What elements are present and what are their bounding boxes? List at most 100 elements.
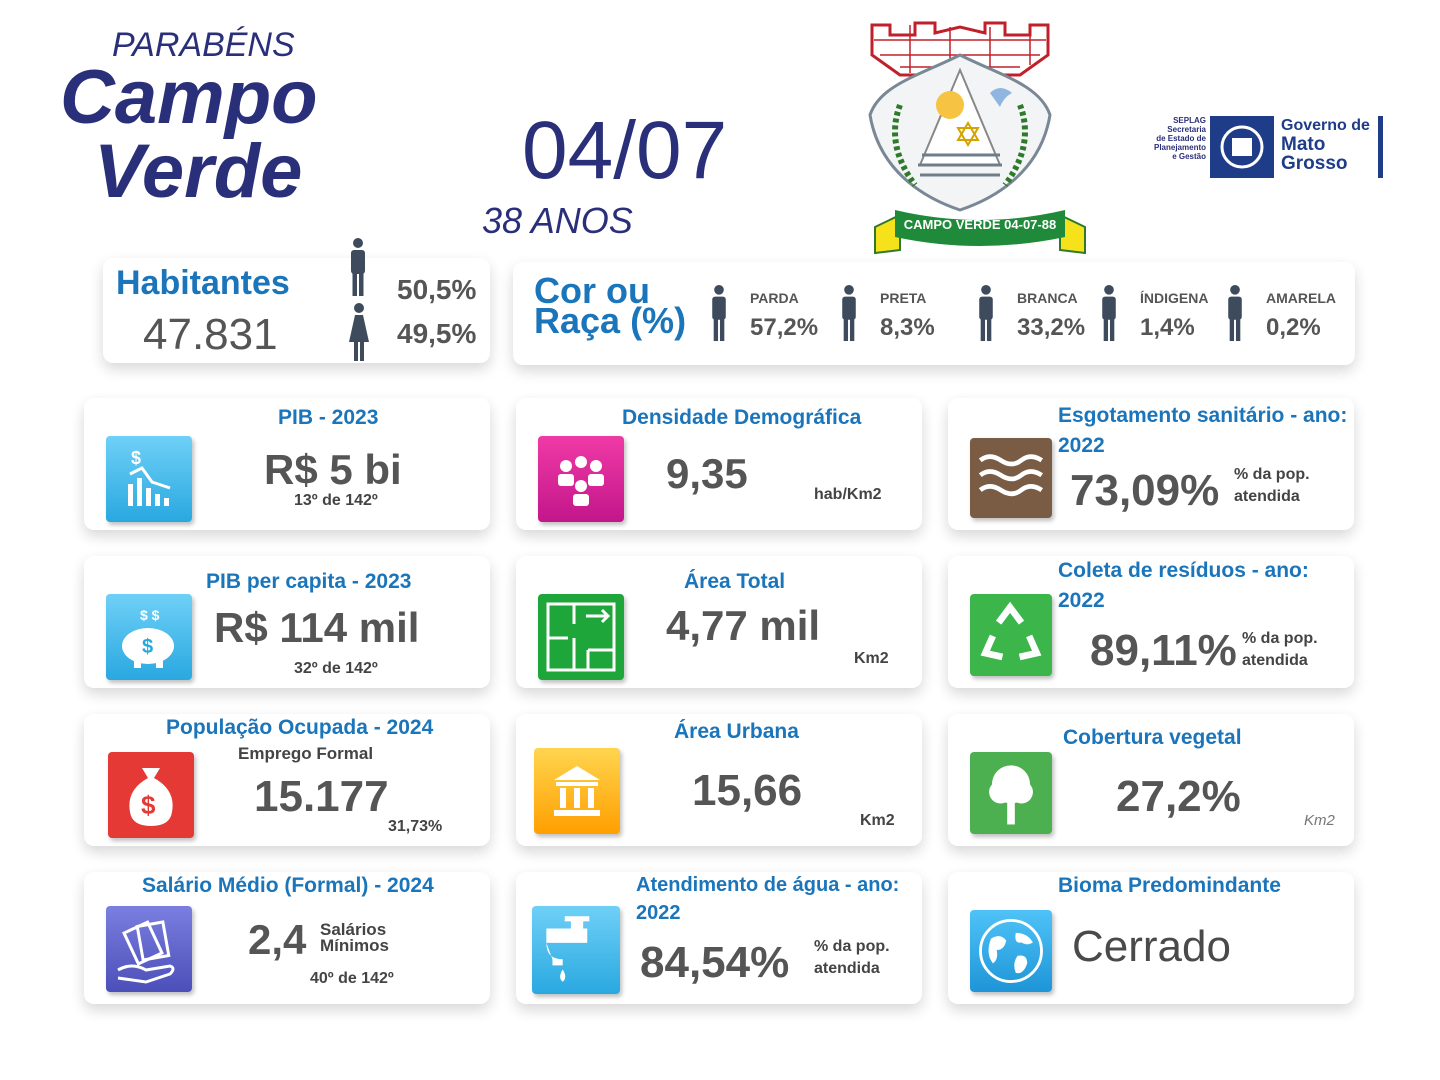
seplag-text: de Estado de [1156,134,1206,143]
card-title: População Ocupada - 2024 [166,716,434,739]
card-rank: 40º de 142º [310,970,394,987]
card: PIB per capita - 2023 $ $ $ R$ 114 mil 32… [84,556,490,688]
card-value: 2,4 [248,916,307,963]
person-icon [975,284,997,342]
race-label: AMARELA [1266,290,1336,306]
card-value: Cerrado [1072,922,1231,971]
card-title: Cobertura vegetal [1063,726,1242,749]
race-label: ÍNDIGENA [1140,290,1209,306]
race-icon [1098,284,1120,342]
card-icon [970,910,1052,992]
seplag-text: SEPLAG [1173,116,1206,125]
race-icon [1224,284,1246,342]
female-icon [346,302,372,362]
card: Área Urbana 15,66 Km2 [516,714,922,846]
card: Área Total 4,77 mil Km2 [516,556,922,688]
card-value: 15,66 [692,766,803,815]
card-value: R$ 5 bi [264,446,402,493]
card: Coleta de resíduos - ano: 2022 89,11% % … [948,556,1354,688]
population-panel [103,258,490,363]
greeting: PARABÉNS [112,26,295,64]
person-icon [708,284,730,342]
card-icon [534,748,620,834]
race-value: 33,2% [1017,314,1086,341]
card-rank: 13º de 142º [294,492,378,509]
person-icon [1224,284,1246,342]
card-title: Área Urbana [674,720,799,743]
emblem-banner: CAMPO VERDE 04-07-88 [904,217,1056,232]
card-note: 31,73% [388,818,443,835]
card-unit: Km2 [854,650,889,667]
card-icon [538,436,624,522]
card: Salário Médio (Formal) - 2024 2,4 Salári… [84,872,490,1004]
seplag-text: Secretaria [1167,125,1206,134]
race-value: 57,2% [750,314,819,341]
card-title: Coleta de resíduos - ano: 2022 [1058,559,1309,612]
government-text: Governo de [1281,117,1370,134]
card-title: Salário Médio (Formal) - 2024 [142,874,434,897]
card-title: Atendimento de água - ano: 2022 [636,874,900,924]
card-rank: 32º de 142º [294,660,378,677]
city-name: Verde [94,129,303,214]
race-label: PARDA [750,290,799,306]
card-title: Esgotamento sanitário - ano: 2022 [1058,404,1348,457]
card-icon [538,594,624,680]
race-label: BRANCA [1017,290,1078,306]
card-title: Densidade Demográfica [622,406,862,429]
years: 38 ANOS [482,200,633,241]
card-value: 89,11% [1090,626,1237,675]
government-text: Grosso [1281,153,1348,174]
date: 04/07 [522,105,728,196]
emblem: CAMPO VERDE 04-07-88 [868,21,1086,255]
race-value: 0,2% [1266,314,1321,341]
government-logo: Governo de Mato Grosso [1281,116,1370,173]
card-value: 84,54% [640,938,790,987]
card: Atendimento de água - ano: 2022 84,54% %… [516,872,922,1004]
logo-bar [1378,116,1383,178]
card-title: Bioma Predomindante [1058,874,1281,897]
race-title: Cor ou Raça (%) [534,270,687,341]
race-title-line: Raça (%) [534,300,687,341]
male-icon [347,237,369,297]
card: Cobertura vegetal 27,2% Km2 [948,714,1354,846]
race-value: 8,3% [880,314,935,341]
card-value: 27,2% [1116,772,1241,821]
card-icon [970,594,1052,676]
female-share: 49,5% [397,318,477,349]
card-icon: $ [108,752,194,838]
population-total: 47.831 [143,310,278,359]
card-icon [106,906,192,992]
person-icon [838,284,860,342]
card-value: 4,77 mil [666,602,821,649]
card-title: PIB - 2023 [278,406,379,429]
population-title: Habitantes [116,264,290,302]
card-note: % da pop. atendida [1242,630,1318,669]
government-text: Mato [1281,134,1326,155]
card-icon [970,438,1052,518]
race-title-line: Cor ou [534,270,650,311]
svg-text:$: $ [142,636,153,658]
race-icon [975,284,997,342]
card: Bioma Predomindante Cerrado [948,872,1354,1004]
card-value: R$ 114 mil [214,604,420,651]
race-icon [838,284,860,342]
person-icon [1098,284,1120,342]
card-icon: $ [106,436,192,522]
card-unit: Km2 [1304,812,1335,829]
card-value: 73,09% [1070,466,1220,515]
race-value: 1,4% [1140,314,1195,341]
card: PIB - 2023 $ R$ 5 bi 13º de 142º [84,398,490,530]
card-title: Área Total [684,570,786,593]
card-title: PIB per capita - 2023 [206,570,412,593]
card-unit: Km2 [860,812,895,829]
logo-mark [1210,116,1274,178]
card-subtitle: Emprego Formal [238,744,374,763]
card-icon [970,752,1052,834]
card: Densidade Demográfica 9,35 hab/Km2 [516,398,922,530]
card-icon: $ $ $ [106,594,192,680]
card-unit: Salários Mínimos [320,920,389,955]
race-icon [708,284,730,342]
male-share: 50,5% [397,274,477,305]
card-note: % da pop. atendida [1234,466,1310,505]
card-note: % da pop. atendida [814,938,890,977]
